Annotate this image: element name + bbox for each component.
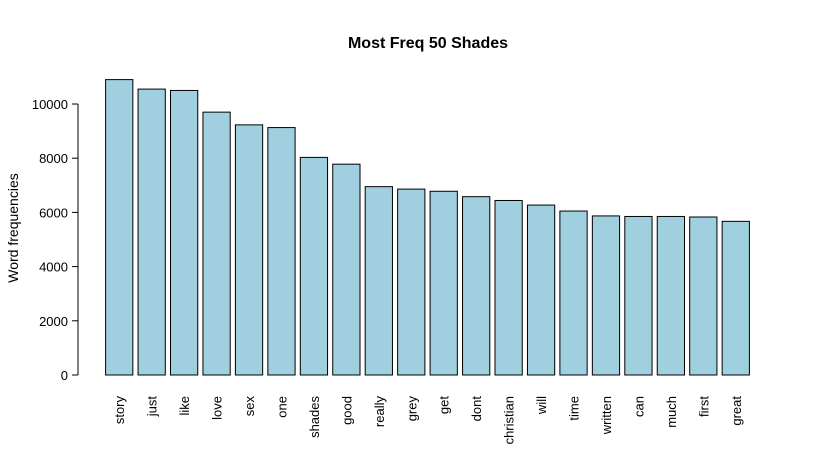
- bar-christian: [494, 199, 523, 376]
- bar-sex: [234, 124, 264, 376]
- y-axis: 0 2000 4000 6000 8000 10000: [32, 97, 79, 383]
- x-category-label: grey: [404, 396, 419, 422]
- x-category-label: story: [112, 396, 127, 425]
- bar-time: [559, 210, 588, 376]
- x-category-label: just: [145, 396, 160, 418]
- bar-great: [721, 220, 750, 376]
- x-category-label: shades: [307, 396, 322, 438]
- bar-story: [105, 79, 134, 376]
- x-category-label: christian: [502, 396, 517, 444]
- bar-grey: [397, 188, 426, 376]
- bar-like: [169, 89, 199, 376]
- x-category-label: like: [177, 396, 192, 416]
- x-category-label: good: [339, 396, 354, 425]
- bar-really: [364, 186, 393, 376]
- bar-first: [689, 216, 718, 376]
- y-axis-label: Word frequencies: [5, 173, 21, 282]
- bar-much: [656, 215, 686, 376]
- x-category-label: will: [534, 396, 549, 415]
- x-category-label: sex: [242, 396, 257, 417]
- bar-written: [591, 215, 621, 376]
- bar-can: [624, 215, 653, 376]
- x-category-label: really: [372, 396, 387, 428]
- bar-get: [429, 190, 458, 376]
- x-category-label: time: [567, 396, 582, 421]
- x-category-label: first: [696, 396, 711, 417]
- bar-will: [526, 204, 556, 376]
- x-category-label: written: [599, 396, 614, 435]
- y-tick-label: 8000: [39, 151, 68, 166]
- y-tick-label: 4000: [39, 260, 68, 275]
- bar-just: [137, 88, 166, 376]
- x-category-label: get: [437, 396, 452, 414]
- x-category-label: great: [729, 396, 744, 426]
- bars-group: [105, 79, 750, 376]
- bar-dont: [462, 196, 491, 376]
- y-tick-label: 0: [61, 368, 68, 383]
- x-category-label: can: [631, 396, 646, 417]
- y-tick-label: 2000: [39, 314, 68, 329]
- x-axis-labels: story just like love sex one shades good really g…: [112, 396, 744, 445]
- chart-title: Most Freq 50 Shades: [348, 35, 508, 52]
- y-tick-label: 6000: [39, 205, 68, 220]
- bar-good: [332, 163, 361, 376]
- bar-one: [267, 127, 296, 376]
- x-category-label: much: [664, 396, 679, 428]
- x-category-label: one: [274, 396, 289, 418]
- bar-shades: [299, 156, 329, 376]
- y-tick-label: 10000: [32, 97, 68, 112]
- x-category-label: love: [210, 396, 225, 420]
- bar-love: [202, 111, 231, 376]
- x-category-label: dont: [469, 396, 484, 422]
